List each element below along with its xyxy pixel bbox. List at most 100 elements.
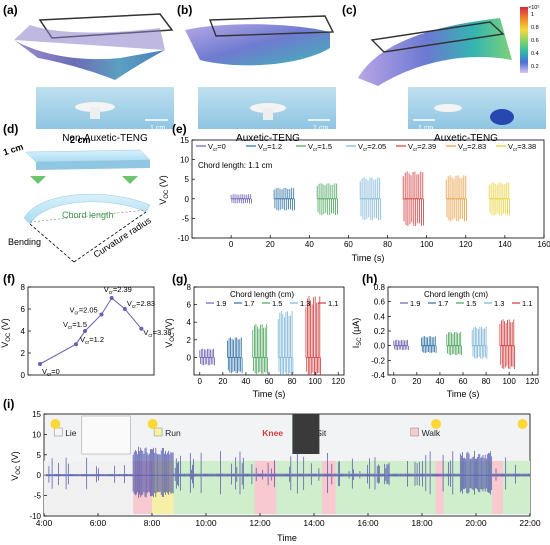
x-tick-label: 12:00 xyxy=(249,518,271,528)
tick-layer: 0 2 4 6 8 xyxy=(21,283,31,380)
colorbar-tick: 0.6 xyxy=(531,38,539,44)
legend-entry: 1.7 xyxy=(438,299,448,308)
knee-photo xyxy=(292,414,320,454)
x-tick-label: 100 xyxy=(420,240,434,249)
sample-stem xyxy=(90,107,100,119)
series-trace xyxy=(359,177,381,221)
activity-legend-swatch xyxy=(153,427,163,437)
legend-entry: 1.1 xyxy=(522,299,532,308)
x-axis-label: Time (s) xyxy=(352,253,385,263)
point-label: Vcr=1.5 xyxy=(63,320,87,331)
x-tick-label: 80 xyxy=(288,377,297,386)
chord-label: Chord length xyxy=(62,210,114,220)
annotation: Chord length: 1.1 cm xyxy=(198,161,273,170)
x-tick-label: 8:00 xyxy=(144,518,161,528)
height-label: 1 cm xyxy=(2,142,25,158)
legend: Vcr=0 Vcr=1.2 Vcr=1.5 Vcr=2.05 Vcr=2.39 Vcr=2… xyxy=(196,142,536,153)
sheet-surface xyxy=(358,18,512,86)
legend-entry: Vcr=3.38 xyxy=(508,142,536,153)
panel-caption: Auxetic-TENG xyxy=(434,133,498,144)
colorbar xyxy=(520,7,528,73)
activity-icons: Lie Run Knee Sit Walk xyxy=(50,414,528,455)
panel-label: (a) xyxy=(3,3,18,17)
x-tick-label: 100 xyxy=(308,377,322,386)
activity-band xyxy=(435,460,444,514)
scale-text: 1 cm xyxy=(313,125,328,132)
panel-label: (i) xyxy=(3,397,14,411)
point-label: Vcr=3.38 xyxy=(143,328,171,339)
panel-label: (e) xyxy=(172,122,187,136)
colorbar-tick: 0.2 xyxy=(531,64,539,70)
legend: 1.9 1.7 1.5 1.3 1.1 xyxy=(400,299,532,308)
sheet-surface xyxy=(14,40,165,80)
legend-entry: Vcr=2.05 xyxy=(358,142,386,153)
y-tick-label: -0.4 xyxy=(371,371,385,380)
y-tick-label: 4 xyxy=(21,327,26,336)
colorbar-tick: 0.8 xyxy=(531,25,539,31)
arrow-down xyxy=(122,168,138,184)
y-tick-label: 6 xyxy=(187,301,192,310)
y-tick-label: -5 xyxy=(34,492,42,501)
series-trace xyxy=(199,348,215,366)
y-tick-label: -5 xyxy=(182,214,190,223)
x-tick-label: 0 xyxy=(229,240,234,249)
y-tick-label: 5 xyxy=(37,451,42,460)
x-tick-label: 80 xyxy=(383,240,392,249)
activity-label: Walk xyxy=(422,428,441,438)
x-tick-label: 0 xyxy=(198,377,203,386)
glove-hand xyxy=(490,109,514,125)
x-tick-label: 14:00 xyxy=(303,518,325,528)
point-label: Vcr=2.83 xyxy=(127,299,155,310)
activity-label: Run xyxy=(165,428,181,438)
legend-entry: Vcr=2.39 xyxy=(408,142,436,153)
width-label: 2 cm xyxy=(70,135,91,145)
y-axis-label: VOC (V) xyxy=(158,175,170,205)
y-tick-label: 15 xyxy=(180,136,189,145)
data-point xyxy=(122,307,127,311)
series-trace xyxy=(273,187,295,211)
series-trace xyxy=(277,310,294,375)
panel-b: (b) 1 cm Auxetic-TENG xyxy=(177,3,336,144)
x-tick-label: 140 xyxy=(498,240,512,249)
tick-layer: 0 20 40 60 80 100 120 0 2 4 6 8 xyxy=(187,283,346,386)
x-tick-label: 60 xyxy=(265,377,274,386)
legend-entry: 1.7 xyxy=(244,299,254,308)
activity-label: Sit xyxy=(316,428,327,438)
x-tick-label: 20 xyxy=(218,377,227,386)
y-tick-label: 0 xyxy=(187,353,192,362)
y-tick-label: 0.0 xyxy=(374,342,386,351)
sample-stem xyxy=(263,108,273,120)
y-tick-label: 2 xyxy=(21,349,26,358)
x-axis-label: Time xyxy=(277,533,297,543)
reference-frame xyxy=(209,15,335,37)
activity-band xyxy=(44,460,134,514)
panel-caption: Non-Auxetic-TENG xyxy=(62,133,148,144)
legend-entry: 1.5 xyxy=(272,299,282,308)
panel-label: (c) xyxy=(342,3,357,17)
y-tick-label: 6 xyxy=(21,305,26,314)
x-tick-label: 22:00 xyxy=(519,518,541,528)
photo-frame xyxy=(408,87,546,129)
trace-layer xyxy=(393,319,515,370)
x-tick-label: 10:00 xyxy=(195,518,217,528)
chord-line xyxy=(29,209,147,223)
tick-layer: 0 20 40 60 80 100 120 140 160 -10 -5 0 5 10 15 xyxy=(177,136,550,249)
legend-entry: Vcr=1.5 xyxy=(308,142,332,153)
series-trace xyxy=(446,331,462,356)
trace-layer xyxy=(199,295,321,375)
x-tick-label: 16:00 xyxy=(357,518,379,528)
y-tick-label: 5 xyxy=(185,175,190,184)
activity-bands xyxy=(44,460,530,514)
series-trace xyxy=(316,183,338,216)
y-tick-label: 0.2 xyxy=(374,327,386,336)
data-point xyxy=(74,342,78,347)
trace-layer xyxy=(44,446,530,498)
x-tick-label: 120 xyxy=(526,377,540,386)
voltage-trace xyxy=(44,446,530,498)
y-axis-label: VOC (V) xyxy=(0,318,12,348)
legend-title: Chord length (cm) xyxy=(230,290,294,299)
legend-entry: Vcr=2.83 xyxy=(458,142,486,153)
x-tick-label: 4:00 xyxy=(36,518,53,528)
panel-g: (g) 0 20 40 60 80 100 120 0 2 4 6 8 VOC (V) Time (s… xyxy=(164,272,345,399)
y-tick-label: 8 xyxy=(187,283,192,292)
